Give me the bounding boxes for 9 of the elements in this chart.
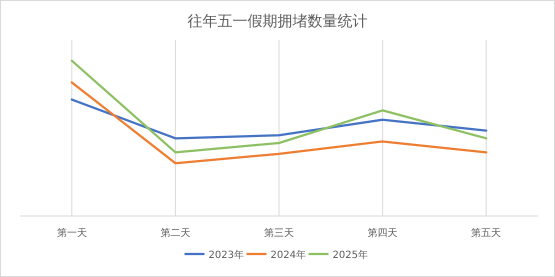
chart-title: 往年五一假期拥堵数量统计 <box>188 12 368 30</box>
legend-label: 2024年 <box>270 249 306 261</box>
x-tick-label: 第三天 <box>264 227 294 239</box>
x-tick-label: 第二天 <box>160 227 190 239</box>
x-tick-label: 第四天 <box>368 227 398 239</box>
x-tick-label: 第一天 <box>56 227 87 239</box>
legend-label: 2025年 <box>332 249 368 261</box>
legend-label: 2023年 <box>208 249 244 261</box>
x-tick-label: 第五天 <box>471 227 502 239</box>
